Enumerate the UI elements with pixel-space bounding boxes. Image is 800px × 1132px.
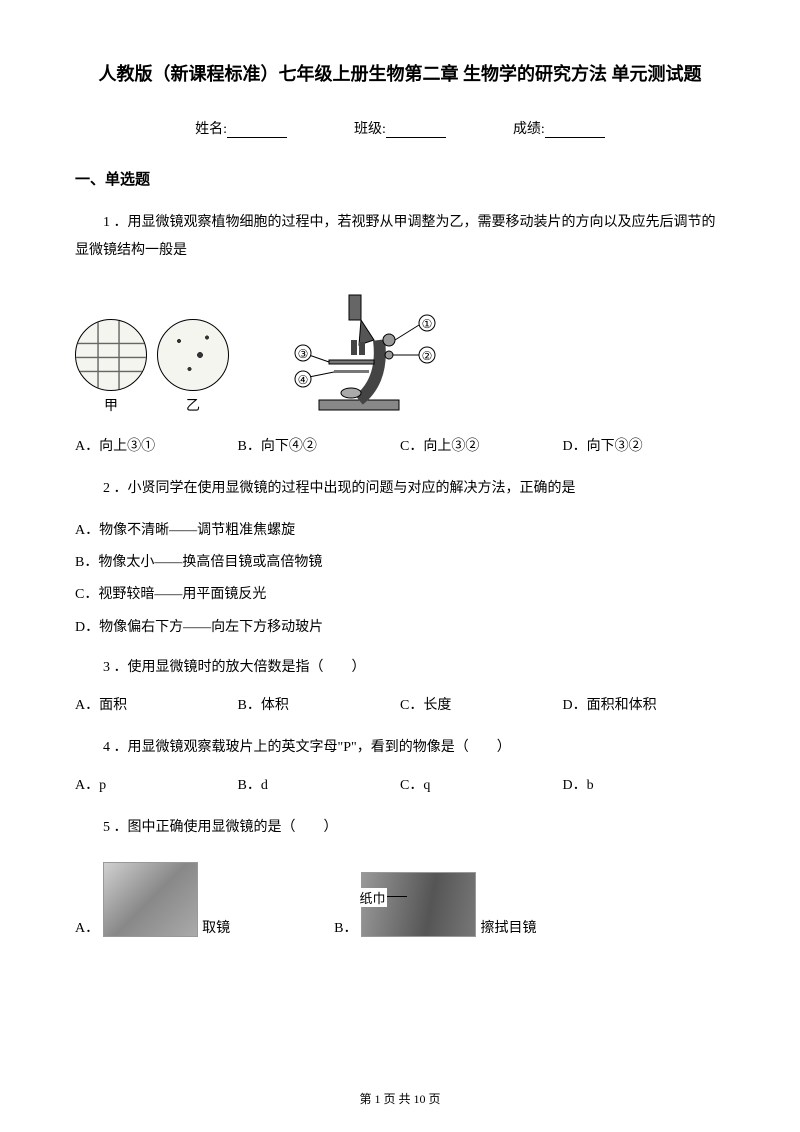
q1-figures: 甲 乙 ① ② ③	[75, 285, 725, 415]
section-header: 一、单选题	[75, 168, 725, 189]
cell-view-jia	[75, 319, 147, 391]
cell-view-yi	[157, 319, 229, 391]
class-label: 班级:	[354, 118, 386, 138]
q5-b-label: 擦拭目镜	[480, 917, 536, 937]
microscope-diagram: ① ② ③ ④	[289, 285, 449, 415]
q3-opt-b: B．体积	[238, 694, 401, 714]
q5-image-b: 纸巾	[361, 872, 476, 937]
q1-opt-a: A．向上③①	[75, 435, 238, 455]
yi-label: 乙	[157, 395, 229, 415]
q2-opt-d: D．物像偏右下方——向左下方移动玻片	[75, 612, 725, 644]
q1-options: A．向上③① B．向下④② C．向上③② D．向下③②	[75, 435, 725, 455]
q5-text: 5 ．图中正确使用显微镜的是（ ）	[75, 814, 725, 842]
q2-opt-a: A．物像不清晰——调节粗准焦螺旋	[75, 515, 725, 547]
q1-text: 1 ．用显微镜观察植物细胞的过程中，若视野从甲调整为乙，需要移动装片的方向以及应…	[75, 209, 725, 265]
name-label: 姓名:	[195, 118, 227, 138]
q2-options: A．物像不清晰——调节粗准焦螺旋 B．物像太小——换高倍目镜或高倍物镜 C．视野…	[75, 515, 725, 644]
q1-opt-b: B．向下④②	[238, 435, 401, 455]
q4-options: A．p B．d C．q D．b	[75, 774, 725, 794]
q2-opt-b: B．物像太小——换高倍目镜或高倍物镜	[75, 547, 725, 579]
tissue-label: 纸巾	[357, 888, 387, 907]
q4-opt-b: B．d	[238, 774, 401, 794]
q1-opt-d: D．向下③②	[563, 435, 726, 455]
q3-options: A．面积 B．体积 C．长度 D．面积和体积	[75, 694, 725, 714]
q4-opt-d: D．b	[563, 774, 726, 794]
q4-text: 4 ．用显微镜观察载玻片上的英文字母"P"，看到的物像是（ ）	[75, 734, 725, 762]
q5-a-label: 取镜	[202, 917, 230, 937]
name-blank	[227, 124, 287, 138]
page-footer: 第 1 页 共 10 页	[0, 1090, 800, 1107]
page-title: 人教版（新课程标准）七年级上册生物第二章 生物学的研究方法 单元测试题	[75, 60, 725, 86]
micro-label-4: ④	[298, 373, 309, 387]
micro-label-3: ③	[298, 347, 309, 361]
q2-opt-c: C．视野较暗——用平面镜反光	[75, 579, 725, 611]
score-label: 成绩:	[513, 118, 545, 138]
q1-opt-c: C．向上③②	[400, 435, 563, 455]
q5-image-a	[103, 862, 198, 937]
student-info-line: 姓名: 班级: 成绩:	[75, 118, 725, 138]
q5-options: A． 取镜 B． 纸巾 擦拭目镜	[75, 862, 725, 937]
micro-label-2: ②	[422, 349, 433, 363]
jia-label: 甲	[75, 395, 147, 415]
q4-opt-c: C．q	[400, 774, 563, 794]
q3-text: 3 ．使用显微镜时的放大倍数是指（ ）	[75, 654, 725, 682]
q3-opt-a: A．面积	[75, 694, 238, 714]
class-blank	[386, 124, 446, 138]
score-blank	[545, 124, 605, 138]
q3-opt-c: C．长度	[400, 694, 563, 714]
q5-a-prefix: A．	[75, 917, 99, 937]
q3-opt-d: D．面积和体积	[563, 694, 726, 714]
micro-label-1: ①	[422, 317, 433, 331]
q2-text: 2 ．小贤同学在使用显微镜的过程中出现的问题与对应的解决方法，正确的是	[75, 475, 725, 503]
cell-views: 甲 乙	[75, 319, 229, 415]
q4-opt-a: A．p	[75, 774, 238, 794]
q5-b-prefix: B．	[334, 917, 357, 937]
